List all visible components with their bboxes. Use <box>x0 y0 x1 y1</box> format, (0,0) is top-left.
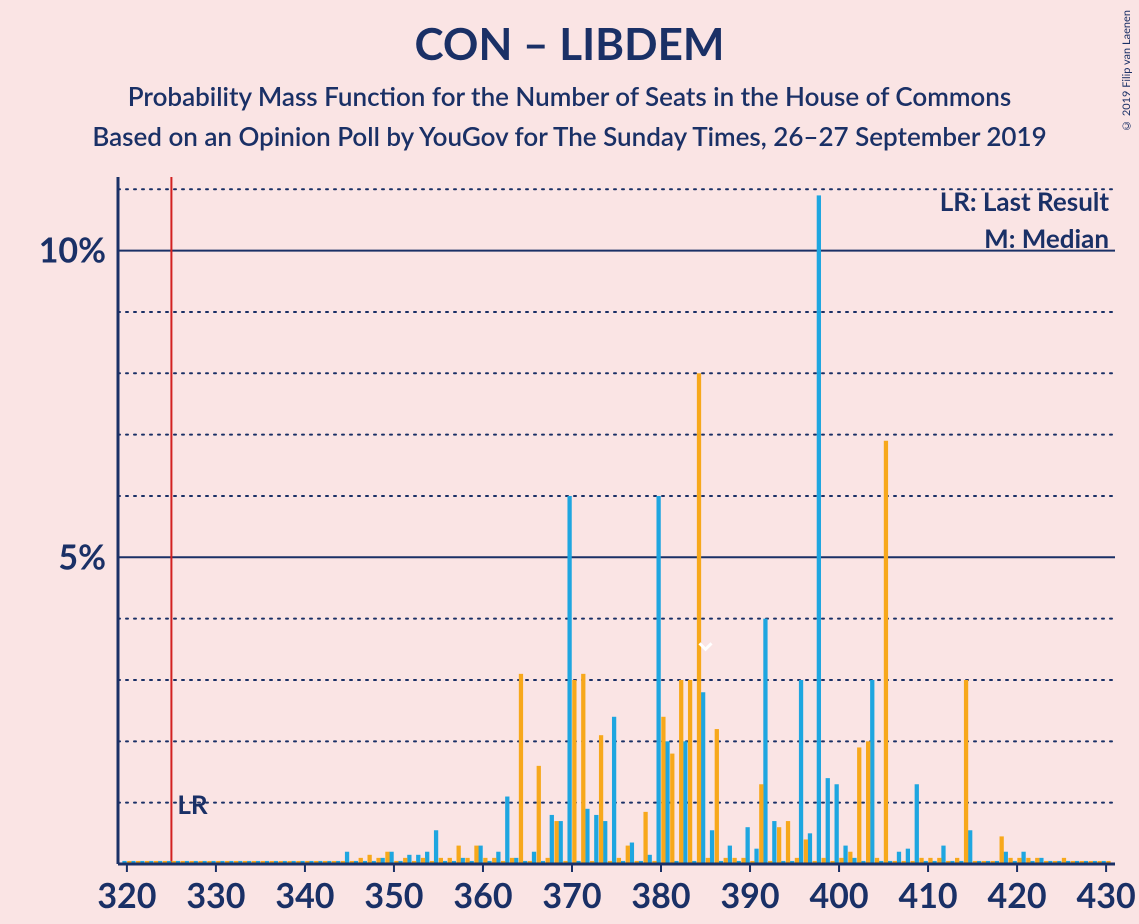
svg-text:370: 370 <box>542 875 601 916</box>
svg-text:420: 420 <box>987 875 1046 916</box>
svg-text:360: 360 <box>453 875 512 916</box>
svg-text:10%: 10% <box>39 230 106 271</box>
svg-text:330: 330 <box>186 875 245 916</box>
svg-text:390: 390 <box>720 875 779 916</box>
svg-text:380: 380 <box>631 875 690 916</box>
chart-plot: 5% 10% LR 320 330 340 350 360 370 380 390 400 410 420… <box>0 0 1139 924</box>
svg-text:410: 410 <box>898 875 957 916</box>
svg-text:320: 320 <box>97 875 156 916</box>
svg-text:430: 430 <box>1077 875 1136 916</box>
svg-text:5%: 5% <box>58 536 106 577</box>
svg-text:LR: LR <box>177 788 208 820</box>
svg-text:350: 350 <box>364 875 423 916</box>
svg-text:400: 400 <box>809 875 868 916</box>
svg-text:340: 340 <box>275 875 334 916</box>
